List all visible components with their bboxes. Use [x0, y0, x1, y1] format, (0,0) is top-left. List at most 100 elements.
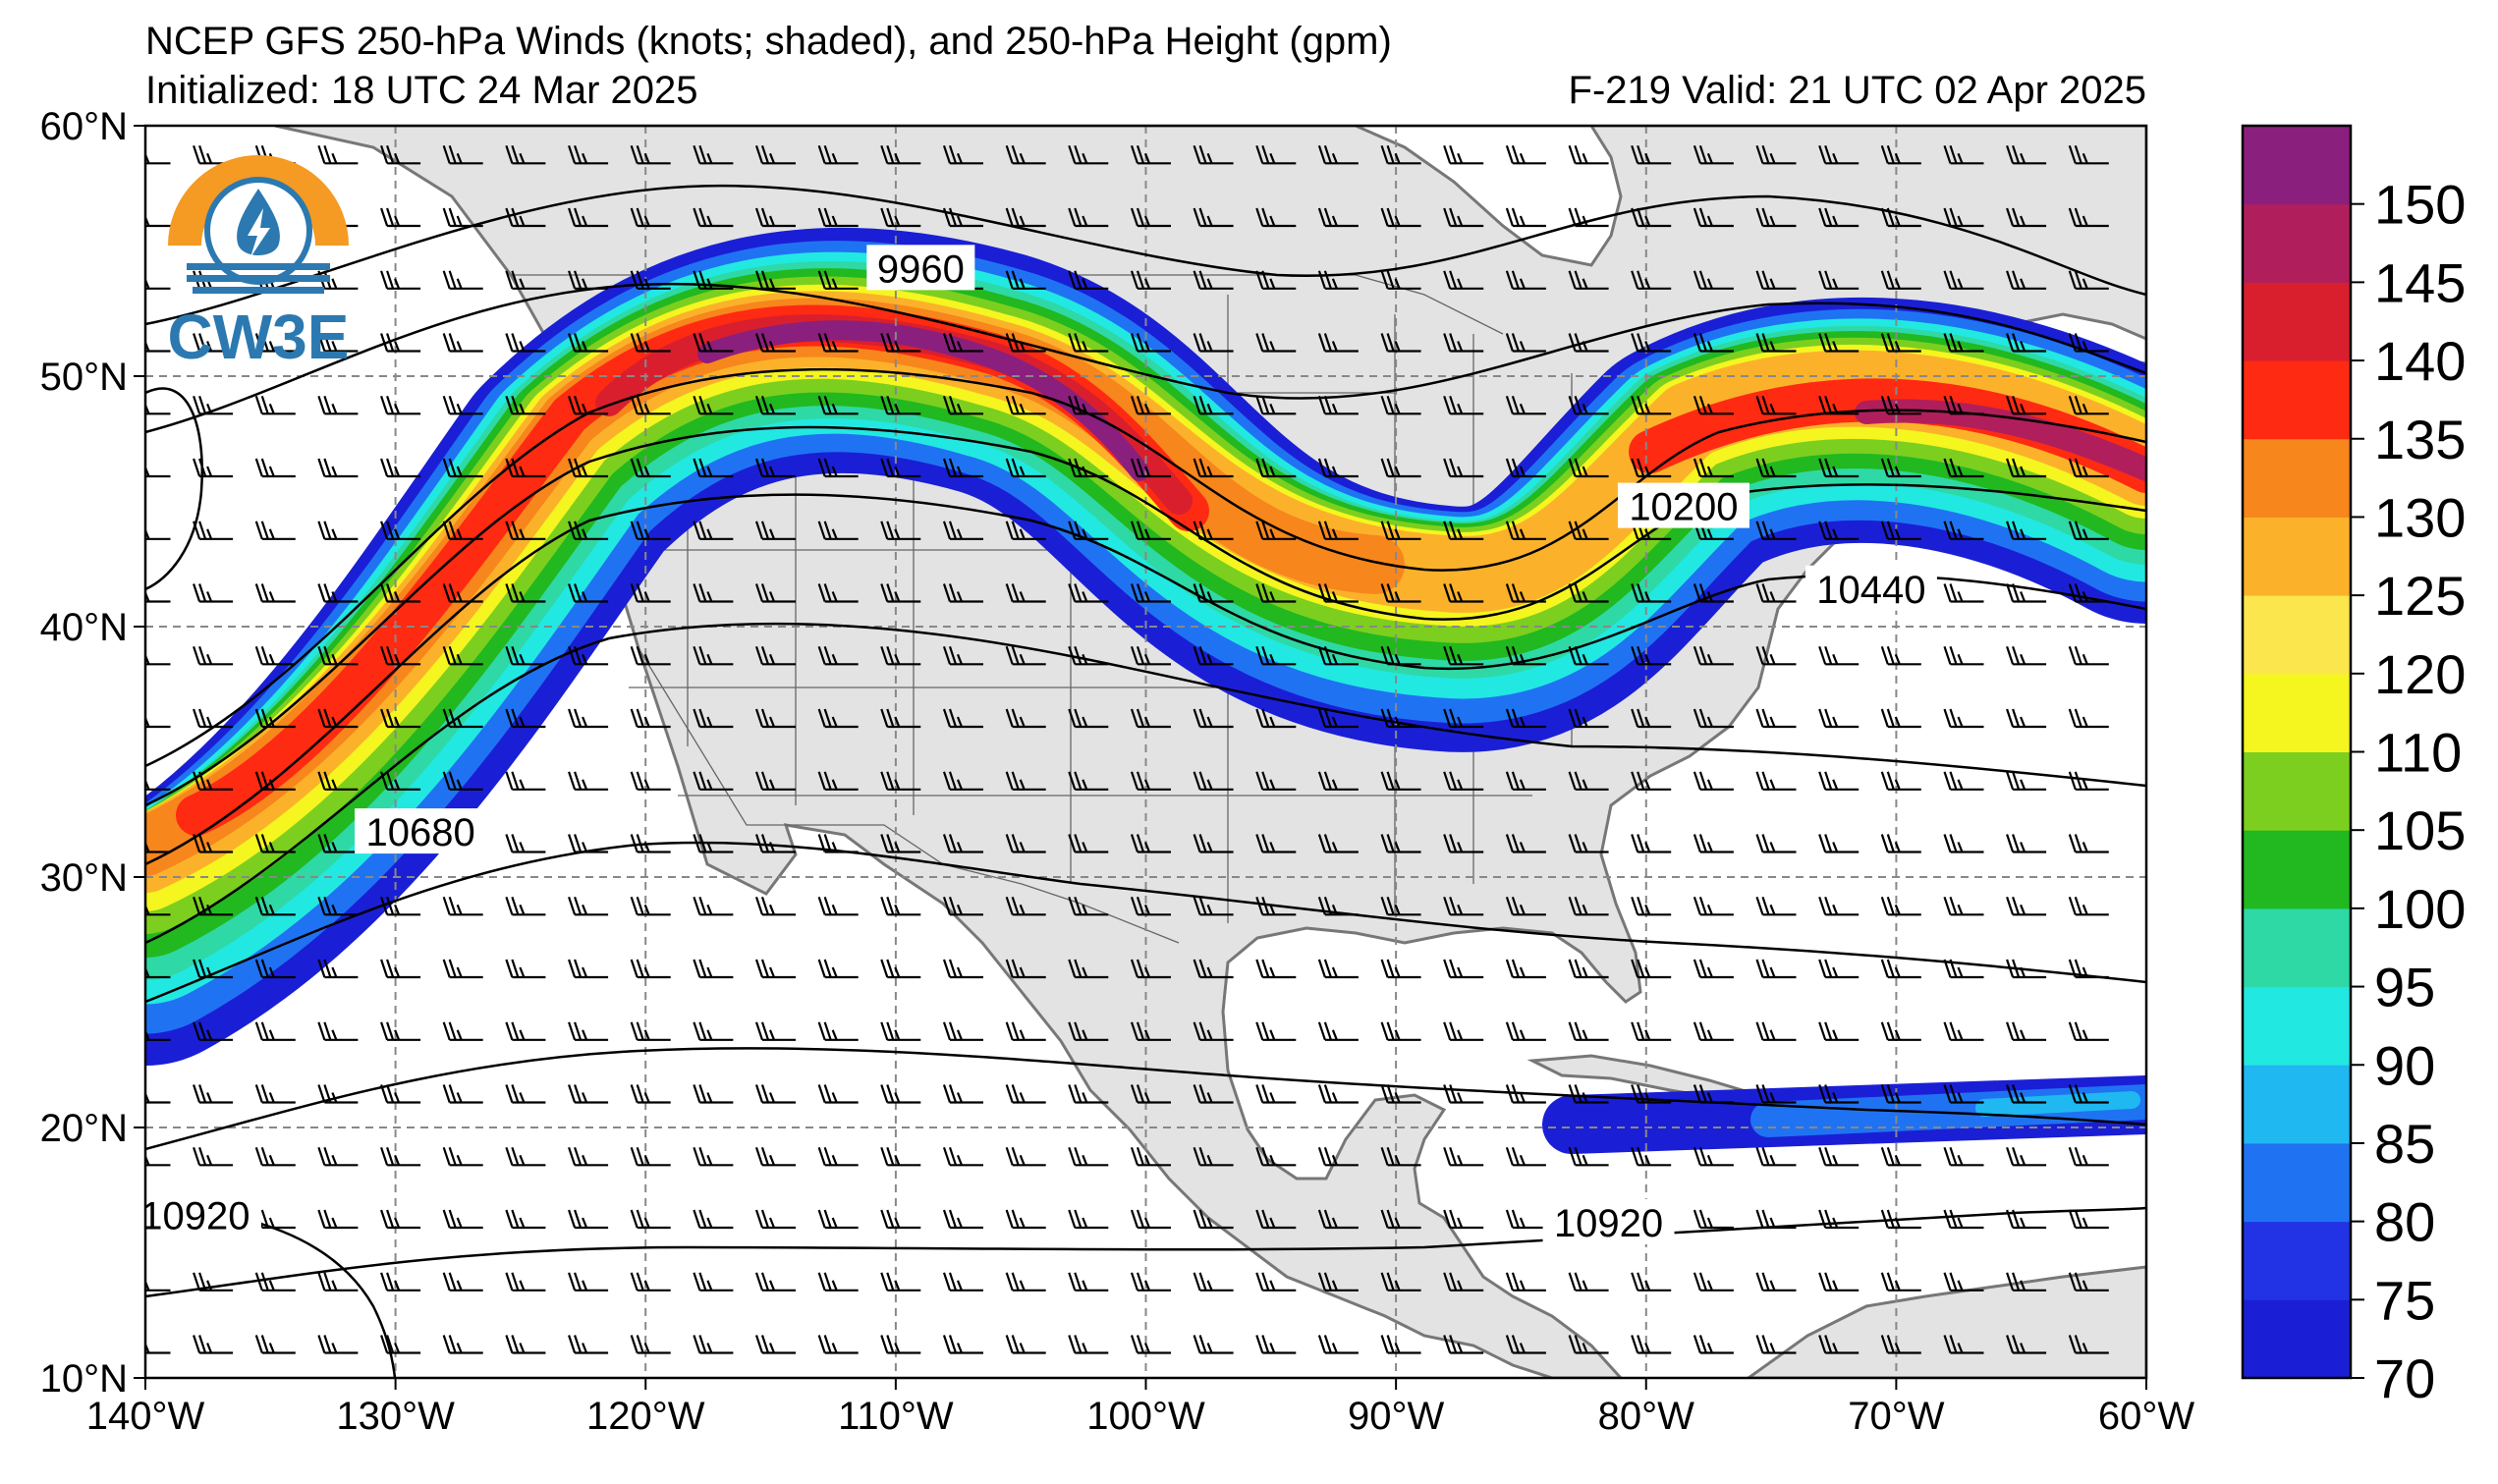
wind-barb — [1380, 521, 1421, 540]
wind-barb — [2068, 1021, 2109, 1041]
wind-barb — [1005, 708, 1046, 729]
wind-barb — [2006, 207, 2047, 228]
wind-speed-colorbar — [2241, 124, 2353, 1380]
wind-barb — [568, 207, 609, 228]
wind-barb — [317, 395, 359, 415]
wind-barb — [1193, 1272, 1234, 1292]
wind-barb — [193, 708, 234, 729]
wind-barb — [1693, 1084, 1734, 1104]
wind-barb — [317, 458, 359, 478]
wind-barb — [568, 771, 609, 791]
wind-barb — [630, 1084, 671, 1104]
contour-label: 10440 — [1804, 565, 1937, 612]
wind-barb — [568, 144, 609, 165]
wind-barb — [1005, 270, 1046, 290]
colorbar-segment — [2243, 1221, 2351, 1300]
wind-barb — [1443, 144, 1484, 165]
wind-barb — [505, 207, 546, 228]
wind-barb — [1631, 583, 1672, 603]
wind-barb — [1631, 645, 1672, 666]
wind-barb — [693, 834, 734, 853]
wind-barb — [193, 333, 234, 353]
wind-barb — [1631, 896, 1672, 916]
wind-barb — [442, 645, 483, 666]
wind-barb — [1880, 771, 1921, 791]
wind-barb — [380, 458, 421, 478]
wind-barb — [754, 771, 796, 791]
wind-barb — [1505, 1084, 1546, 1104]
wind-barb — [380, 270, 421, 290]
wind-barb — [630, 1272, 671, 1292]
wind-barb — [1130, 1335, 1171, 1354]
wind-barb — [2006, 771, 2047, 791]
wind-barb — [1193, 1084, 1234, 1104]
contour-label: 10680 — [355, 808, 487, 854]
svg-text:10440: 10440 — [1816, 569, 1925, 612]
wind-barb — [1193, 645, 1234, 666]
wind-barb — [1568, 1021, 1609, 1041]
wind-barb — [1755, 207, 1797, 228]
wind-barb — [1193, 207, 1234, 228]
wind-barb — [754, 645, 796, 666]
wind-barb — [1005, 1146, 1046, 1167]
gridlines — [145, 126, 2146, 1378]
wind-barb — [380, 144, 421, 165]
wind-barb — [317, 333, 359, 353]
wind-barb — [380, 395, 421, 415]
wind-barb — [1255, 708, 1297, 729]
wind-barb — [880, 1209, 921, 1230]
wind-barb — [1317, 645, 1359, 666]
wind-barb — [1005, 144, 1046, 165]
wind-barb — [2068, 708, 2109, 729]
wind-barb — [254, 959, 296, 979]
wind-barb — [1380, 458, 1421, 478]
wind-barb — [1130, 1272, 1171, 1292]
colorbar-tick-label: 80 — [2374, 1191, 2435, 1253]
wind-barb — [880, 1021, 921, 1041]
wind-barb — [568, 1146, 609, 1167]
wind-barb — [505, 1021, 546, 1041]
svg-text:10680: 10680 — [365, 811, 474, 854]
wind-barb — [693, 896, 734, 916]
wind-barb — [1818, 1335, 1860, 1354]
colorbar-segment — [2243, 1065, 2351, 1144]
logo-sun-arc — [168, 155, 349, 247]
colorbar-tick-label: 110 — [2374, 722, 2462, 784]
wind-barb — [568, 708, 609, 729]
wind-barb — [568, 645, 609, 666]
wind-barb — [1255, 333, 1297, 353]
wind-barb — [1755, 1084, 1797, 1104]
wind-barb — [1505, 583, 1546, 603]
wind-barb — [1443, 1209, 1484, 1230]
wind-barb — [568, 1335, 609, 1354]
wind-barb — [1130, 458, 1171, 478]
wind-barb — [880, 1335, 921, 1354]
colorbar-tick-label: 130 — [2374, 486, 2466, 548]
wind-barb — [1880, 207, 1921, 228]
x-tick-label: 90°W — [1348, 1395, 1444, 1438]
wind-barb — [1443, 395, 1484, 415]
wind-barb — [880, 834, 921, 853]
wind-barb — [442, 333, 483, 353]
wind-barb — [1818, 645, 1860, 666]
wind-barb — [1317, 1146, 1359, 1167]
wind-barb — [380, 1335, 421, 1354]
wind-barb — [1443, 959, 1484, 979]
contour-10440 — [145, 493, 2146, 866]
wind-barb — [2006, 1021, 2047, 1041]
wind-barb — [442, 207, 483, 228]
wind-barb — [754, 270, 796, 290]
wind-barb — [442, 521, 483, 540]
wind-barb — [1443, 458, 1484, 478]
wind-barb — [1631, 144, 1672, 165]
wind-barb — [942, 1146, 983, 1167]
wind-barb — [2068, 1209, 2109, 1230]
wind-barb — [1755, 270, 1797, 290]
wind-barb — [505, 959, 546, 979]
wind-barb — [1505, 1209, 1546, 1230]
wind-barb — [2068, 834, 2109, 853]
wind-barb — [1568, 645, 1609, 666]
contour-label: 9960 — [866, 245, 975, 291]
wind-barb — [1068, 708, 1109, 729]
wind-barb — [1755, 1272, 1797, 1292]
